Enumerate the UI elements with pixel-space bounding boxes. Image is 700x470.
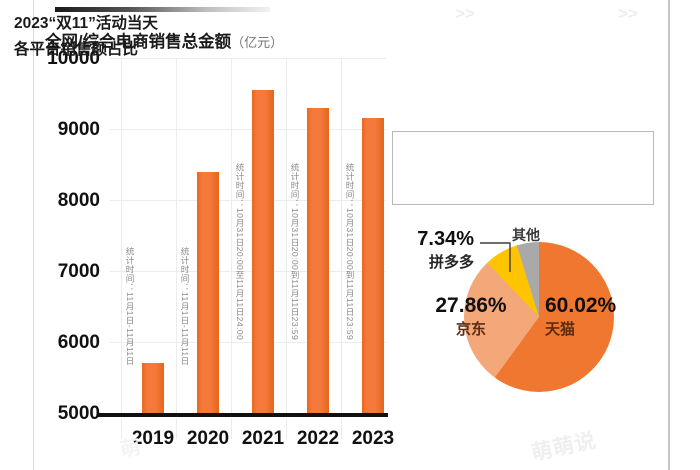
bar-note-2020: 统计时间：11月1日-11月11日 [180,247,190,366]
gridline [110,58,386,59]
gridline [110,342,386,343]
pie-chart-title: 2023“双11”活动当天 各平台销售额占比 [14,11,254,63]
bar-note-2021: 统计时间：10月31日20:00至11月11日24:00 [235,163,245,341]
pie-pdd-name: 拼多多 [428,254,474,271]
pie-label-jd: 27.86% 京东 [416,294,526,339]
x-label-2022: 2022 [296,428,340,449]
gridline-vertical [341,58,342,414]
pie-label-pdd: 7.34% 拼多多 [398,228,474,272]
x-label-2021: 2021 [241,428,285,449]
bar-2022[interactable] [307,108,329,414]
gridline-vertical-low [231,419,232,439]
bar-2023[interactable] [362,118,384,414]
gridline-vertical-low [286,419,287,439]
pie-tmall-percent: 60.02% [545,294,617,317]
x-label-2023: 2023 [351,428,395,449]
gridline-vertical [286,58,287,414]
pie-title-line-2: 各平台销售额占比 [14,41,139,58]
gridline-vertical-low [341,419,342,439]
pie-title-line-1: 2023“双11”活动当天 [14,15,158,32]
right-divider [668,0,670,470]
gridline-vertical-low [121,419,122,439]
bar-note-2023: 统计时间：10月31日20:00到11月11日23:59 [345,163,355,341]
bar-plot-area [110,58,386,414]
left-divider [33,0,34,470]
bar-chart-unit: （亿元） [231,35,284,50]
pie-tmall-name: 天猫 [545,321,576,338]
gridline-vertical [231,58,232,414]
bar-2019[interactable] [142,363,164,414]
bar-chart-title: 全网/综合电商销售总金额（亿元） [45,28,283,52]
y-tick-9000: 9000 [57,119,100,140]
y-tick-10000: 10000 [47,48,100,69]
bar-2020[interactable] [197,172,219,414]
x-label-2020: 2020 [186,428,230,449]
bar-note-2019: 统计时间：11月1日-11月11日 [125,247,135,366]
bar-2021[interactable] [252,90,274,414]
pie-other-name: 其他 [512,227,540,243]
bar-chart-title-text: 全网/综合电商销售总金额 [45,33,232,51]
watermark-arrow-icon: >> [455,4,475,23]
gridline [110,271,386,272]
pie-jd-percent: 27.86% [435,294,507,317]
gridline-vertical [121,58,122,414]
pie-pdd-percent: 7.34% [417,228,474,250]
gridline [110,200,386,201]
y-tick-5000: 5000 [57,403,100,424]
pie-title-box [392,131,654,205]
y-tick-7000: 7000 [57,261,100,282]
pie-jd-name: 京东 [455,321,486,338]
pie-leader-lines [480,242,511,272]
y-tick-8000: 8000 [57,190,100,211]
gridline-vertical [176,58,177,414]
x-label-2019: 2019 [131,428,175,449]
gridline [110,129,386,130]
pie-slices[interactable] [464,242,614,392]
pie-label-other: 其他 [512,225,540,245]
gridline-vertical-low [176,419,177,439]
watermark-bottom-right: 萌萌说 [529,429,599,466]
header-gradient-bar [55,7,270,12]
pie-label-tmall: 60.02% 天猫 [545,294,655,339]
watermark-arrow-icon: >> [618,4,638,23]
bar-note-2022: 统计时间：10月31日20:00到11月11日23:59 [290,163,300,341]
y-tick-6000: 6000 [57,332,100,353]
x-axis-line [98,413,388,417]
pie-chart [464,242,614,392]
